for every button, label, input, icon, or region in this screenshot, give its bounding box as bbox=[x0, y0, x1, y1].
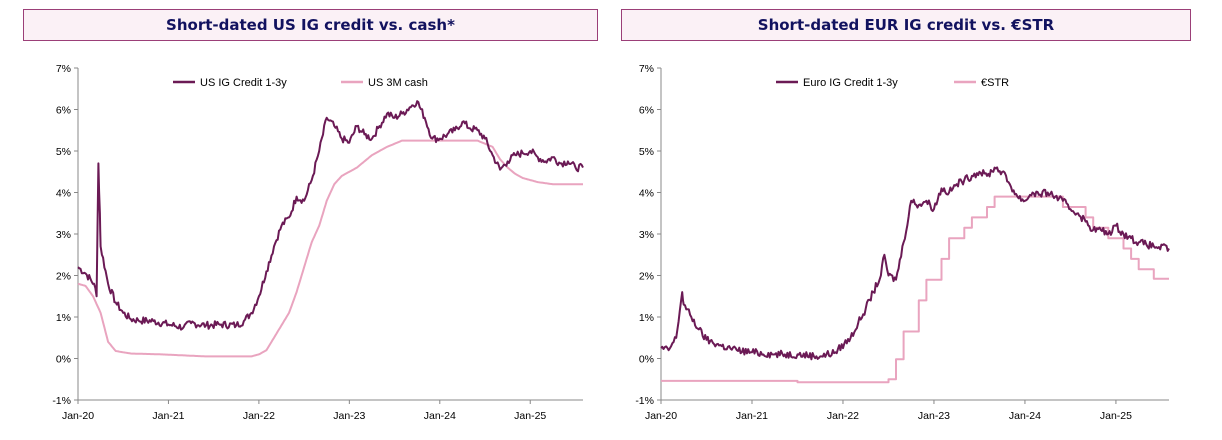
series-line-us-ig-credit-1-3y bbox=[77, 100, 584, 331]
y-tick-label: 0% bbox=[56, 354, 71, 366]
chart-title-left: Short-dated US IG credit vs. cash* bbox=[23, 9, 598, 41]
x-tick-label: Jan-24 bbox=[1009, 410, 1041, 422]
y-tick-label: 4% bbox=[639, 188, 654, 200]
y-tick-label: 5% bbox=[56, 146, 71, 158]
x-tick-label: Jan-22 bbox=[827, 410, 859, 422]
chart-title-right: Short-dated EUR IG credit vs. €STR bbox=[621, 9, 1191, 41]
y-tick-label: -1% bbox=[635, 395, 654, 407]
x-tick-label: Jan-24 bbox=[424, 410, 456, 422]
y-tick-label: 3% bbox=[56, 229, 71, 241]
y-tick-label: 5% bbox=[639, 146, 654, 158]
y-tick-label: 3% bbox=[639, 229, 654, 241]
x-tick-label: Jan-20 bbox=[645, 410, 677, 422]
y-tick-label: 1% bbox=[639, 312, 654, 324]
y-tick-label: 7% bbox=[639, 63, 654, 75]
x-tick-label: Jan-25 bbox=[1100, 410, 1132, 422]
x-tick-label: Jan-23 bbox=[333, 410, 365, 422]
y-tick-label: -1% bbox=[52, 395, 71, 407]
y-tick-label: 4% bbox=[56, 188, 71, 200]
chart-right: 7% 6% 5% 4% 3% 2% 1% 0% -1% Jan-20 Jan-21 Jan-22 Jan… bbox=[635, 63, 1170, 422]
x-tick-label: Jan-21 bbox=[152, 410, 184, 422]
series-line-euro-ig-credit-1-3y bbox=[660, 166, 1170, 361]
legend-label: Euro IG Credit 1-3y bbox=[803, 77, 898, 89]
legend-label: US IG Credit 1-3y bbox=[200, 77, 287, 89]
legend-label: €STR bbox=[981, 77, 1009, 89]
series-line-us-3m-cash bbox=[77, 139, 583, 358]
y-tick-label: 2% bbox=[56, 271, 71, 283]
x-tick-label: Jan-22 bbox=[243, 410, 275, 422]
y-tick-label: 6% bbox=[56, 105, 71, 117]
legend-label: US 3M cash bbox=[368, 77, 428, 89]
y-tick-label: 2% bbox=[639, 271, 654, 283]
y-tick-label: 1% bbox=[56, 312, 71, 324]
x-tick-label: Jan-21 bbox=[736, 410, 768, 422]
x-tick-label: Jan-23 bbox=[918, 410, 950, 422]
y-tick-label: 7% bbox=[56, 63, 71, 75]
series-line-str bbox=[661, 195, 1169, 384]
y-tick-label: 6% bbox=[639, 105, 654, 117]
chart-left: 7% 6% 5% 4% 3% 2% 1% 0% -1% Jan-20 Jan-21 Jan-22 Jan… bbox=[52, 63, 584, 422]
x-tick-label: Jan-25 bbox=[514, 410, 546, 422]
x-tick-label: Jan-20 bbox=[62, 410, 94, 422]
y-tick-label: 0% bbox=[639, 354, 654, 366]
